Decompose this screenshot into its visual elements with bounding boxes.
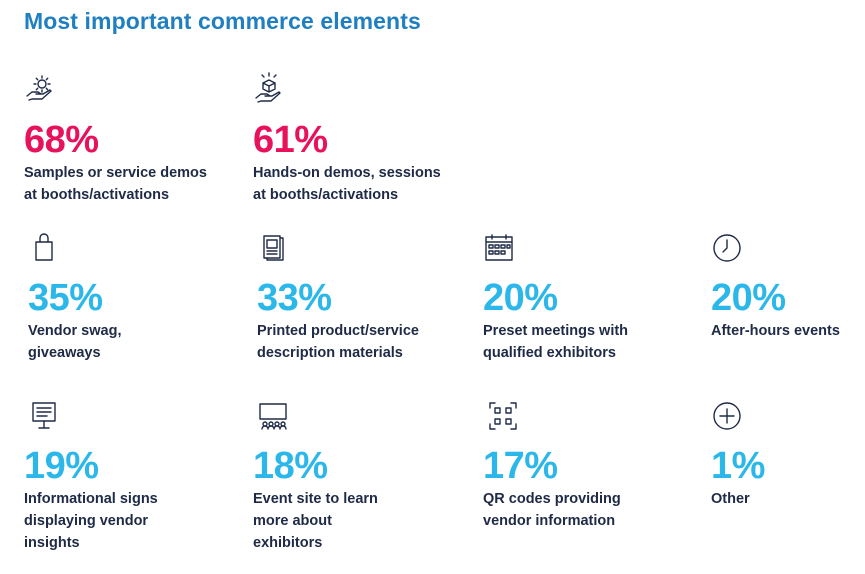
- stat-label: Samples or service demos at booths/activ…: [24, 165, 207, 203]
- stat-percent: 19%: [24, 445, 99, 487]
- shopping-bag-icon: [28, 232, 60, 264]
- stat-label: Other: [711, 491, 750, 507]
- presentation-audience-icon: [257, 400, 289, 432]
- stat-event-site: 18% Event site to learn more about exhib…: [253, 400, 378, 554]
- stat-informational-signs: 19% Informational signs displaying vendo…: [24, 400, 158, 554]
- stat-label: Hands-on demos, sessions at booths/activ…: [253, 165, 441, 203]
- box-hand-icon: [253, 72, 285, 104]
- stat-label: Informational signs displaying vendor in…: [24, 491, 158, 551]
- calendar-icon: [483, 232, 515, 264]
- stat-label: Event site to learn more about exhibitor…: [253, 491, 378, 551]
- stat-qr-codes: 17% QR codes providing vendor informatio…: [483, 400, 621, 532]
- signboard-icon: [28, 400, 60, 432]
- stat-after-hours: 20% After-hours events: [711, 232, 840, 342]
- stat-label: Vendor swag, giveaways: [28, 323, 122, 361]
- stat-preset-meetings: 20% Preset meetings with qualified exhib…: [483, 232, 628, 364]
- page-title: Most important commerce elements: [24, 8, 421, 34]
- stat-printed-materials: 33% Printed product/service description …: [257, 232, 419, 364]
- stat-label: Preset meetings with qualified exhibitor…: [483, 323, 629, 361]
- stat-other: 1% Other: [711, 400, 765, 510]
- stat-label: QR codes providing vendor information: [483, 491, 621, 529]
- stat-label: Printed product/service description mate…: [257, 323, 419, 361]
- stat-hands-on-demos: 61% Hands-on demos, sessions at booths/a…: [253, 72, 441, 206]
- stat-samples-demos: 68% Samples or service demos at booths/a…: [24, 72, 207, 206]
- stat-percent: 20%: [711, 277, 786, 319]
- stat-label: After-hours events: [711, 323, 840, 339]
- qr-code-icon: [487, 400, 519, 432]
- stat-percent: 17%: [483, 445, 558, 487]
- stat-percent: 18%: [253, 445, 328, 487]
- clock-icon: [711, 232, 743, 264]
- stat-percent: 20%: [483, 277, 558, 319]
- stat-percent: 35%: [28, 277, 103, 319]
- gear-hand-icon: [24, 72, 56, 104]
- stat-percent: 61%: [253, 119, 328, 161]
- stat-percent: 68%: [24, 119, 99, 161]
- printed-pages-icon: [257, 232, 289, 264]
- plus-circle-icon: [711, 400, 743, 432]
- stat-percent: 33%: [257, 277, 332, 319]
- stat-percent: 1%: [711, 445, 765, 487]
- stat-vendor-swag: 35% Vendor swag, giveaways: [28, 232, 121, 364]
